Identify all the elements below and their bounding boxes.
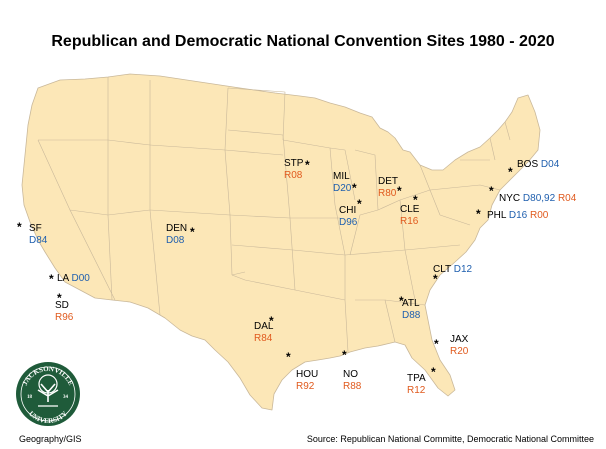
city-label: CLT D12 bbox=[433, 264, 472, 276]
city-label: NYC D80,92 R04 bbox=[499, 193, 576, 205]
democratic-convention-code: D08 bbox=[166, 235, 185, 246]
city-marker: * bbox=[508, 165, 513, 179]
republican-convention-code: R08 bbox=[284, 170, 303, 181]
republican-convention-code: R84 bbox=[254, 333, 273, 344]
city-abbreviation: BOS bbox=[517, 159, 539, 170]
city-label: HOU R92 bbox=[296, 369, 318, 393]
city-label: SD R96 bbox=[55, 300, 73, 324]
logo-year-right: 34 bbox=[63, 395, 69, 400]
city-marker: * bbox=[434, 337, 439, 351]
democratic-convention-code: D00 bbox=[71, 273, 90, 284]
city-label: ATL D88 bbox=[402, 298, 420, 322]
city-abbreviation: STP bbox=[284, 158, 304, 169]
city-label: TPA R12 bbox=[407, 373, 426, 397]
city-label: BOS D04 bbox=[517, 159, 559, 171]
republican-convention-code: R20 bbox=[450, 346, 469, 357]
city-abbreviation: JAX bbox=[450, 334, 469, 345]
city-abbreviation: CLT bbox=[433, 264, 451, 275]
democratic-convention-code: D84 bbox=[29, 235, 48, 246]
democratic-convention-code: D20 bbox=[333, 183, 352, 194]
city-abbreviation: SD bbox=[55, 300, 69, 311]
city-marker: * bbox=[397, 184, 402, 198]
city-label: CLE R16 bbox=[400, 204, 419, 228]
city-label: JAX R20 bbox=[450, 334, 468, 358]
city-label: CHI D96 bbox=[339, 205, 357, 229]
contiguous-us-outline bbox=[21, 73, 541, 411]
democratic-convention-code: D16 bbox=[508, 210, 528, 221]
city-label: DET R80 bbox=[378, 176, 398, 200]
credit-text: Geography/GIS bbox=[19, 434, 82, 444]
city-marker: * bbox=[286, 350, 291, 364]
city-marker: * bbox=[352, 181, 357, 195]
city-marker: * bbox=[431, 365, 436, 379]
democratic-convention-code: D96 bbox=[339, 217, 358, 228]
city-marker: * bbox=[489, 184, 494, 198]
city-abbreviation: DET bbox=[378, 176, 398, 187]
city-abbreviation: ATL bbox=[402, 298, 420, 309]
republican-convention-code: R16 bbox=[400, 216, 419, 227]
city-marker: * bbox=[357, 197, 362, 211]
city-abbreviation: HOU bbox=[296, 369, 319, 380]
city-marker: * bbox=[305, 158, 310, 172]
city-abbreviation: NYC bbox=[499, 193, 521, 204]
map-title: Republican and Democratic National Conve… bbox=[51, 33, 555, 50]
city-abbreviation: MIL bbox=[333, 171, 350, 182]
city-abbreviation: DEN bbox=[166, 223, 188, 234]
city-label: STP R08 bbox=[284, 158, 303, 182]
democratic-convention-code: D04 bbox=[540, 159, 560, 170]
republican-convention-code: R88 bbox=[343, 381, 362, 392]
republican-convention-code: R96 bbox=[55, 312, 74, 323]
city-label: PHL D16 R00 bbox=[487, 210, 548, 222]
city-abbreviation: DAL bbox=[254, 321, 274, 332]
us-states bbox=[21, 73, 541, 411]
city-abbreviation: TPA bbox=[407, 373, 426, 384]
city-marker: * bbox=[269, 314, 274, 328]
republican-convention-code: R92 bbox=[296, 381, 315, 392]
city-abbreviation: CHI bbox=[339, 205, 357, 216]
republican-convention-code: R80 bbox=[378, 188, 397, 199]
city-marker: * bbox=[57, 291, 62, 305]
city-marker: * bbox=[49, 272, 54, 286]
city-abbreviation: SF bbox=[29, 223, 42, 234]
city-marker: * bbox=[433, 272, 438, 286]
republican-convention-code: R12 bbox=[407, 385, 426, 396]
democratic-convention-code: D80,92 bbox=[522, 193, 556, 204]
city-marker: * bbox=[399, 294, 404, 308]
city-marker: * bbox=[342, 348, 347, 362]
source-text: Source: Republican National Committe, De… bbox=[306, 434, 594, 444]
city-label: MIL D20 bbox=[333, 171, 351, 195]
city-label: DEN D08 bbox=[166, 223, 187, 247]
logo-year-left: 18 bbox=[27, 395, 33, 400]
city-label: SF D84 bbox=[29, 223, 47, 247]
city-abbreviation: CLE bbox=[400, 204, 420, 215]
city-marker: * bbox=[17, 220, 22, 234]
city-marker: * bbox=[476, 207, 481, 221]
democratic-convention-code: D12 bbox=[453, 264, 473, 275]
republican-convention-code: R04 bbox=[557, 193, 577, 204]
republican-convention-code: R00 bbox=[530, 210, 549, 221]
city-label: DAL R84 bbox=[254, 321, 273, 345]
city-abbreviation: LA bbox=[57, 273, 69, 284]
democratic-convention-code: D88 bbox=[402, 310, 421, 321]
city-marker: * bbox=[413, 193, 418, 207]
city-marker: * bbox=[190, 225, 195, 239]
city-abbreviation: NO bbox=[343, 369, 358, 380]
city-label: LA D00 bbox=[57, 273, 90, 285]
city-label: NO R88 bbox=[343, 369, 361, 393]
city-abbreviation: PHL bbox=[487, 210, 507, 221]
